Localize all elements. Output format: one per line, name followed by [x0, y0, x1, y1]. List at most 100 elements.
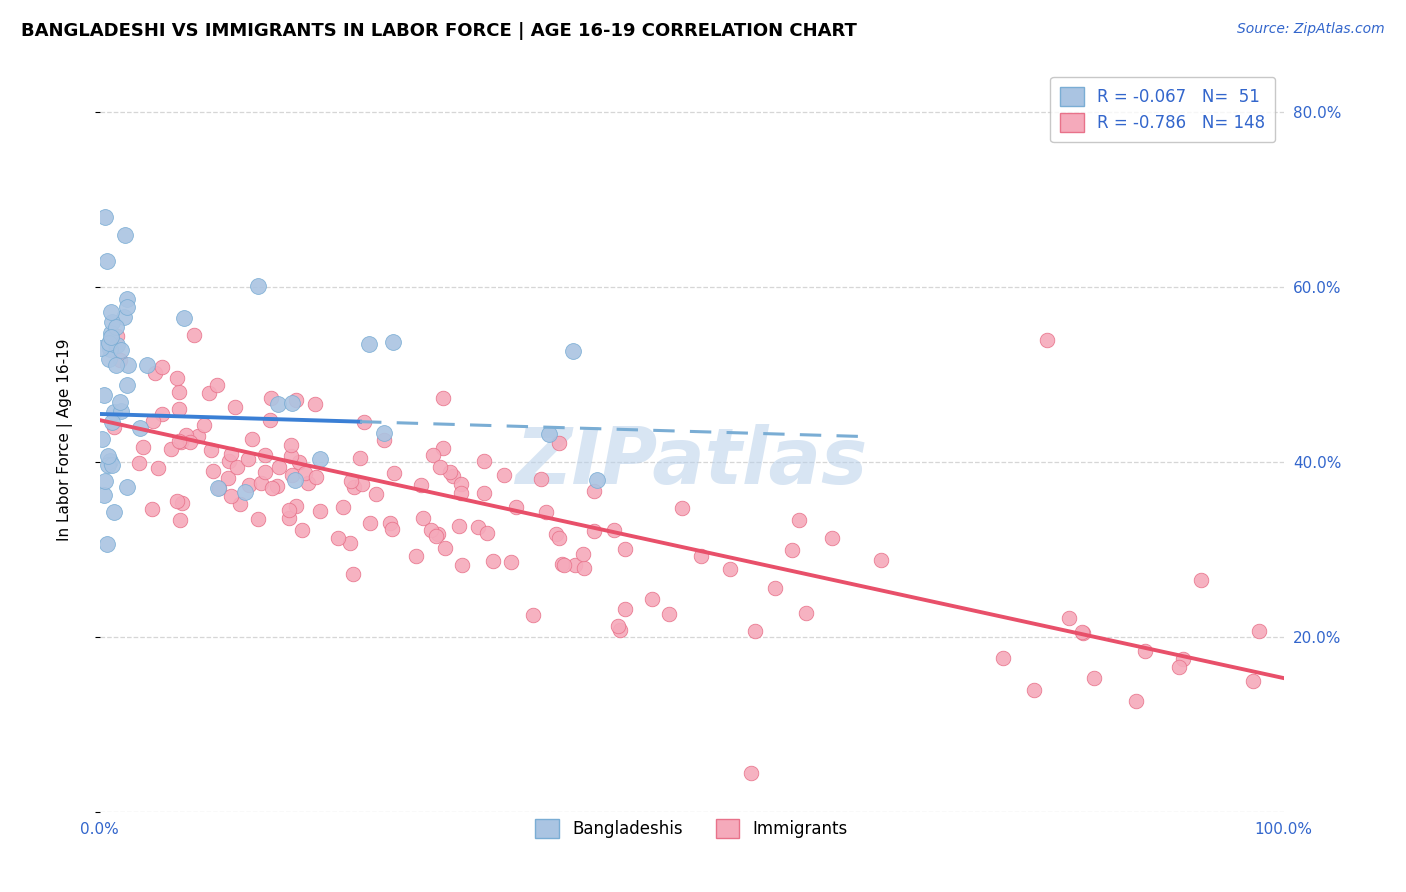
- Point: [100, 330, 122, 344]
- Point: [492, 468, 515, 483]
- Point: [169, 434, 191, 449]
- Point: [267, 459, 290, 474]
- Point: [432, 392, 454, 406]
- Point: [546, 526, 568, 541]
- Point: [97, 458, 120, 472]
- Point: [94, 210, 117, 224]
- Point: [166, 493, 188, 508]
- Point: [405, 549, 427, 564]
- Point: [991, 651, 1014, 665]
- Point: [280, 438, 302, 452]
- Text: BANGLADESHI VS IMMIGRANTS IN LABOR FORCE | AGE 16-19 CORRELATION CHART: BANGLADESHI VS IMMIGRANTS IN LABOR FORCE…: [21, 22, 858, 40]
- Point: [583, 483, 606, 498]
- Y-axis label: In Labor Force | Age 16-19: In Labor Force | Age 16-19: [58, 339, 73, 541]
- Point: [100, 415, 122, 429]
- Point: [167, 385, 190, 400]
- Point: [572, 561, 595, 575]
- Point: [110, 404, 132, 418]
- Point: [108, 352, 131, 367]
- Point: [548, 436, 571, 450]
- Point: [409, 478, 432, 492]
- Point: [94, 474, 117, 488]
- Point: [472, 486, 495, 500]
- Point: [740, 765, 762, 780]
- Point: [349, 451, 371, 466]
- Point: [450, 558, 472, 572]
- Point: [167, 402, 190, 417]
- Point: [380, 516, 402, 530]
- Point: [103, 405, 125, 419]
- Point: [132, 440, 155, 454]
- Point: [530, 472, 553, 486]
- Point: [505, 500, 527, 514]
- Point: [342, 566, 364, 581]
- Point: [427, 527, 450, 541]
- Point: [553, 558, 575, 573]
- Point: [353, 415, 375, 429]
- Point: [1070, 625, 1092, 640]
- Point: [105, 338, 128, 352]
- Point: [207, 481, 229, 495]
- Point: [285, 499, 308, 513]
- Point: [280, 450, 302, 464]
- Point: [193, 418, 215, 433]
- Point: [207, 482, 229, 496]
- Point: [129, 421, 152, 435]
- Point: [1171, 652, 1194, 666]
- Point: [326, 531, 349, 545]
- Point: [198, 386, 221, 401]
- Point: [267, 397, 290, 411]
- Point: [143, 366, 166, 380]
- Point: [359, 516, 381, 530]
- Point: [718, 562, 741, 576]
- Text: ZIPatlas: ZIPatlas: [516, 425, 868, 500]
- Point: [441, 469, 464, 483]
- Point: [136, 358, 159, 372]
- Point: [690, 549, 713, 563]
- Point: [104, 320, 127, 334]
- Point: [429, 459, 451, 474]
- Legend: Bangladeshis, Immigrants: Bangladeshis, Immigrants: [529, 812, 855, 845]
- Point: [250, 476, 273, 491]
- Point: [97, 352, 120, 367]
- Point: [1135, 644, 1157, 658]
- Point: [233, 484, 256, 499]
- Point: [304, 397, 326, 411]
- Point: [1249, 624, 1271, 639]
- Point: [219, 447, 242, 461]
- Point: [332, 500, 354, 514]
- Point: [103, 505, 125, 519]
- Point: [141, 414, 163, 428]
- Point: [609, 623, 631, 637]
- Point: [173, 311, 195, 326]
- Point: [172, 495, 194, 509]
- Point: [382, 466, 405, 480]
- Point: [103, 420, 125, 434]
- Point: [381, 523, 404, 537]
- Point: [571, 548, 593, 562]
- Point: [108, 394, 131, 409]
- Point: [174, 427, 197, 442]
- Point: [357, 336, 380, 351]
- Point: [254, 465, 277, 479]
- Point: [219, 489, 242, 503]
- Point: [169, 512, 191, 526]
- Point: [763, 581, 786, 595]
- Point: [583, 524, 606, 538]
- Point: [472, 454, 495, 468]
- Point: [90, 432, 112, 446]
- Point: [96, 537, 118, 551]
- Point: [499, 555, 522, 569]
- Point: [259, 413, 281, 427]
- Point: [603, 523, 626, 537]
- Point: [247, 512, 270, 526]
- Point: [538, 427, 561, 442]
- Point: [280, 396, 302, 410]
- Point: [100, 454, 122, 468]
- Point: [419, 523, 441, 537]
- Point: [101, 315, 124, 329]
- Point: [522, 608, 544, 623]
- Point: [425, 528, 447, 542]
- Point: [1167, 660, 1189, 674]
- Point: [100, 305, 122, 319]
